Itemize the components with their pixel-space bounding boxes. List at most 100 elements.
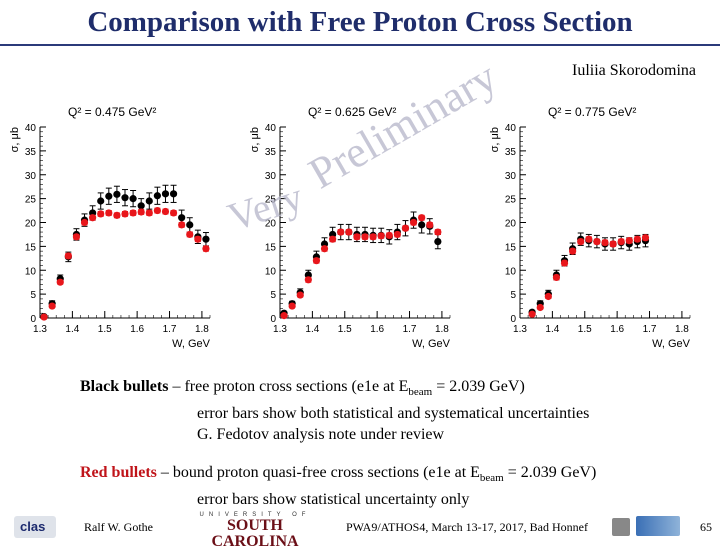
data-point bbox=[434, 238, 442, 246]
data-point bbox=[434, 228, 442, 236]
data-point bbox=[418, 221, 426, 229]
x-tick-label: 1.5 bbox=[98, 324, 112, 335]
data-point bbox=[105, 209, 113, 217]
data-point bbox=[64, 252, 72, 260]
chart-panel-q2-0625: Q² = 0.625 GeV² 0 5 10 15 20 25 30 35 40 1.3 1.4 1.5… bbox=[249, 105, 451, 350]
y-tick-label: 25 bbox=[265, 195, 277, 206]
data-point bbox=[409, 218, 418, 227]
data-point bbox=[89, 214, 97, 222]
x-axis-label: W, GeV bbox=[172, 338, 211, 350]
chart-title: Q² = 0.475 GeV² bbox=[68, 105, 156, 119]
y-tick-label: 35 bbox=[25, 147, 37, 158]
data-point bbox=[393, 230, 401, 239]
x-tick-label: 1.7 bbox=[163, 324, 177, 335]
data-point bbox=[296, 291, 304, 299]
data-point bbox=[161, 207, 170, 216]
data-point bbox=[641, 234, 650, 242]
data-point bbox=[153, 192, 161, 200]
y-tick-label: 5 bbox=[30, 290, 36, 301]
x-tick-label: 1.3 bbox=[513, 324, 527, 335]
data-point bbox=[337, 228, 345, 236]
y-tick-label: 30 bbox=[265, 171, 277, 182]
black-dash: – bbox=[168, 378, 185, 395]
data-point bbox=[97, 210, 105, 218]
data-point bbox=[129, 195, 137, 203]
data-point bbox=[161, 190, 170, 198]
slide-title: Comparison with Free Proton Cross Sectio… bbox=[87, 6, 633, 38]
y-tick-label: 15 bbox=[265, 242, 277, 253]
x-axis-label: W, GeV bbox=[412, 338, 451, 350]
conference-logo bbox=[612, 518, 630, 536]
y-tick-label: 30 bbox=[25, 171, 37, 182]
data-point bbox=[56, 278, 64, 286]
y-tick-label: 0 bbox=[30, 314, 36, 325]
red-line2: error bars show statistical uncertainty … bbox=[197, 491, 470, 509]
data-point bbox=[121, 210, 129, 218]
data-point bbox=[569, 247, 577, 255]
data-point bbox=[377, 232, 385, 240]
data-point bbox=[137, 202, 145, 210]
data-point bbox=[585, 235, 593, 243]
data-point bbox=[178, 214, 186, 222]
data-point bbox=[137, 208, 145, 216]
data-point bbox=[617, 238, 625, 246]
x-tick-label: 1.6 bbox=[130, 324, 144, 335]
data-point bbox=[48, 302, 56, 310]
data-point bbox=[361, 233, 369, 241]
x-axis-label: W, GeV bbox=[652, 338, 691, 350]
y-tick-label: 35 bbox=[505, 147, 517, 158]
data-point bbox=[577, 238, 585, 246]
data-point bbox=[186, 230, 194, 239]
data-point bbox=[113, 190, 121, 198]
x-tick-label: 1.6 bbox=[610, 324, 624, 335]
y-axis-label: σ, μb bbox=[9, 127, 21, 152]
data-point bbox=[304, 276, 312, 284]
y-tick-label: 20 bbox=[265, 219, 277, 230]
x-tick-label: 1.4 bbox=[545, 324, 559, 335]
y-tick-label: 5 bbox=[270, 290, 276, 301]
data-point bbox=[329, 235, 337, 243]
chart-title: Q² = 0.775 GeV² bbox=[548, 105, 636, 119]
data-point bbox=[401, 224, 410, 232]
series-red bbox=[528, 234, 650, 318]
data-point bbox=[369, 233, 377, 241]
series-red bbox=[280, 214, 442, 320]
data-point bbox=[194, 235, 202, 243]
data-point bbox=[202, 245, 210, 253]
data-point bbox=[609, 240, 617, 248]
data-point bbox=[129, 209, 137, 217]
data-point bbox=[418, 214, 426, 222]
y-tick-label: 20 bbox=[505, 219, 517, 230]
black-line2: error bars show both statistical and sys… bbox=[197, 405, 590, 423]
data-point bbox=[40, 313, 48, 321]
data-point bbox=[593, 238, 601, 246]
red-bullets-description: Red bullets – bound proton quasi-free cr… bbox=[80, 462, 596, 510]
x-tick-label: 1.8 bbox=[435, 324, 449, 335]
data-point bbox=[552, 273, 561, 282]
x-tick-label: 1.5 bbox=[578, 324, 592, 335]
black-text-a: free proton cross sections (e1e at E bbox=[184, 378, 409, 395]
data-point bbox=[601, 238, 609, 247]
data-point bbox=[186, 221, 194, 229]
black-line3: G. Fedotov analysis note under review bbox=[197, 426, 445, 444]
y-tick-label: 30 bbox=[505, 171, 517, 182]
series-black bbox=[40, 184, 210, 321]
data-point bbox=[385, 231, 393, 239]
data-point bbox=[288, 302, 296, 310]
y-tick-label: 20 bbox=[25, 219, 37, 230]
data-point bbox=[178, 221, 186, 229]
y-tick-label: 0 bbox=[510, 314, 516, 325]
series-black bbox=[528, 232, 650, 316]
red-bullets-label: Red bullets bbox=[80, 464, 157, 481]
y-tick-label: 10 bbox=[505, 266, 517, 277]
data-point bbox=[169, 190, 178, 198]
data-point bbox=[113, 211, 121, 219]
data-point bbox=[536, 303, 544, 312]
data-point bbox=[105, 192, 113, 200]
data-point bbox=[345, 228, 353, 236]
red-dash: – bbox=[156, 464, 173, 481]
data-point bbox=[320, 245, 329, 253]
y-tick-label: 15 bbox=[25, 242, 37, 253]
data-point bbox=[97, 197, 105, 205]
chart-panel-q2-0775: Q² = 0.775 GeV² 0 5 10 15 20 25 30 35 40 1.3 1.4 1.5… bbox=[489, 105, 691, 350]
